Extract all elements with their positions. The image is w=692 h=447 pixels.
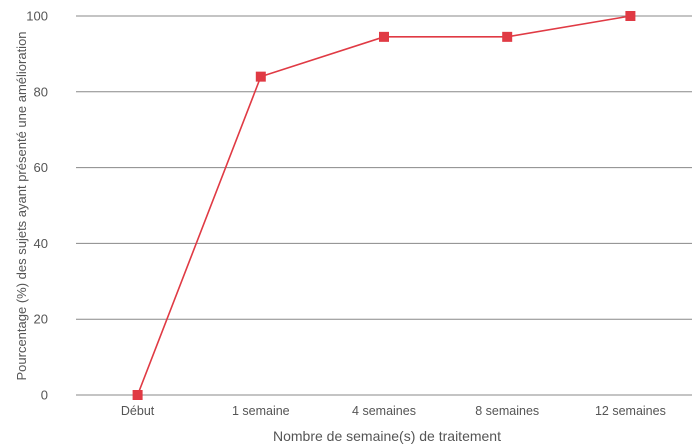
x-tick-label: 8 semaines (475, 404, 539, 418)
data-point (625, 11, 636, 21)
data-point (502, 31, 513, 42)
y-tick-label: 20 (34, 312, 48, 327)
x-tick-label: 4 semaines (352, 404, 416, 418)
gridlines (76, 15, 692, 396)
y-axis-title: Pourcentage (%) des sujets ayant présent… (14, 31, 29, 380)
x-tick-label: 12 semaines (595, 404, 666, 418)
x-tick-label: 1 semaine (232, 404, 290, 418)
x-axis-title: Nombre de semaine(s) de traitement (273, 428, 501, 444)
series-line (136, 15, 631, 396)
y-tick-label: 80 (34, 84, 48, 99)
y-tick-label: 60 (34, 160, 48, 175)
data-point (132, 390, 143, 400)
y-tick-label: 40 (34, 236, 48, 251)
y-tick-label: 0 (41, 388, 48, 403)
x-tick-label: Début (121, 404, 155, 418)
data-point (379, 31, 389, 42)
y-tick-label: 100 (26, 9, 48, 24)
x-axis-ticks: Début 1 semaine 4 semaines 8 semaines 12 sem… (121, 404, 666, 418)
data-point (255, 71, 266, 82)
y-axis-ticks: 0 20 40 60 80 100 (26, 9, 48, 403)
series (132, 11, 636, 400)
